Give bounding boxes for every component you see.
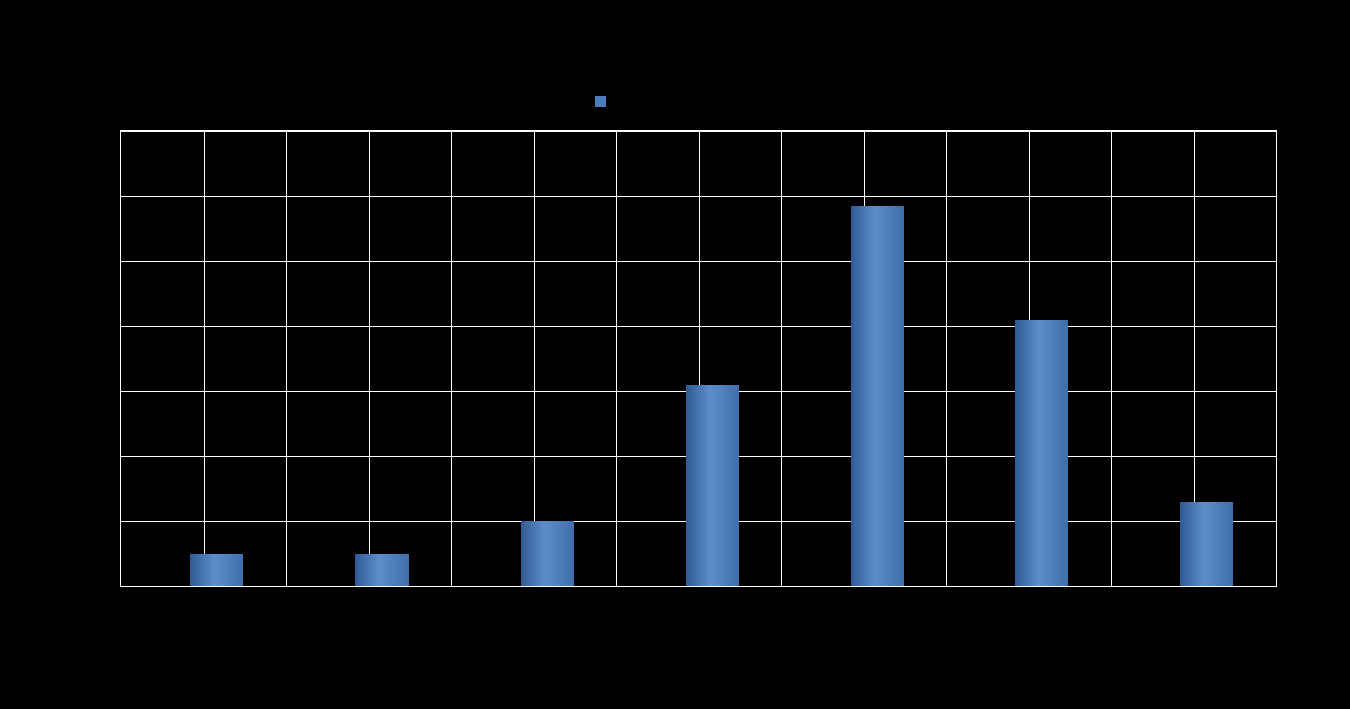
chart-legend: BILANGAN PELAJAR xyxy=(0,92,1350,109)
x-tick-label: B xyxy=(363,595,372,611)
y-tick-label: 12 xyxy=(78,187,112,203)
gridline-v xyxy=(204,131,205,586)
bar-value-label: 2 xyxy=(543,499,550,514)
bar-value-label: 2.6 xyxy=(1197,480,1215,495)
gridline-v xyxy=(286,131,287,586)
chart-title: KEPUTUSAN UJIAN PENCAPAIAN PELAJAR (UPP1… xyxy=(0,28,1350,54)
legend-label: BILANGAN PELAJAR xyxy=(618,93,755,109)
bar xyxy=(190,554,243,587)
x-tick-label: C xyxy=(527,595,537,611)
x-tick-label: F xyxy=(1023,595,1032,611)
y-tick-label: 8 xyxy=(78,317,112,333)
bar-chart: KEPUTUSAN UJIAN PENCAPAIAN PELAJAR (UPP1… xyxy=(0,0,1350,709)
bar-value-label: 6.2 xyxy=(702,363,720,378)
bar xyxy=(686,385,739,587)
y-axis-title: BILANGAN PELAJAR xyxy=(40,311,57,458)
bar xyxy=(1015,320,1068,587)
x-tick-label: E xyxy=(858,595,867,611)
y-tick-label: 14 xyxy=(78,122,112,138)
y-tick-label: 2 xyxy=(78,512,112,528)
y-tick-label: 10 xyxy=(78,252,112,268)
legend-swatch xyxy=(595,96,606,107)
bar-value-label: 11.7 xyxy=(864,184,888,199)
x-tick-label: D xyxy=(692,595,702,611)
gridline-v xyxy=(781,131,782,586)
bar-value-label: 1 xyxy=(377,532,384,547)
gridline-v xyxy=(369,131,370,586)
gridline-v xyxy=(1111,131,1112,586)
y-tick-label: 0 xyxy=(78,577,112,593)
bar-value-label: 8.2 xyxy=(1031,298,1049,313)
bar xyxy=(521,521,574,586)
gridline-v xyxy=(534,131,535,586)
bar-value-label: 1 xyxy=(212,532,219,547)
gridline-v xyxy=(946,131,947,586)
gridline-v xyxy=(616,131,617,586)
bar xyxy=(355,554,408,587)
y-tick-label: 4 xyxy=(78,447,112,463)
plot-area xyxy=(120,130,1277,587)
bar xyxy=(1180,502,1233,587)
y-tick-label: 6 xyxy=(78,382,112,398)
bar xyxy=(851,206,904,586)
x-tick-label: A xyxy=(198,595,207,611)
gridline-v xyxy=(451,131,452,586)
x-tick-label: G xyxy=(1187,595,1198,611)
